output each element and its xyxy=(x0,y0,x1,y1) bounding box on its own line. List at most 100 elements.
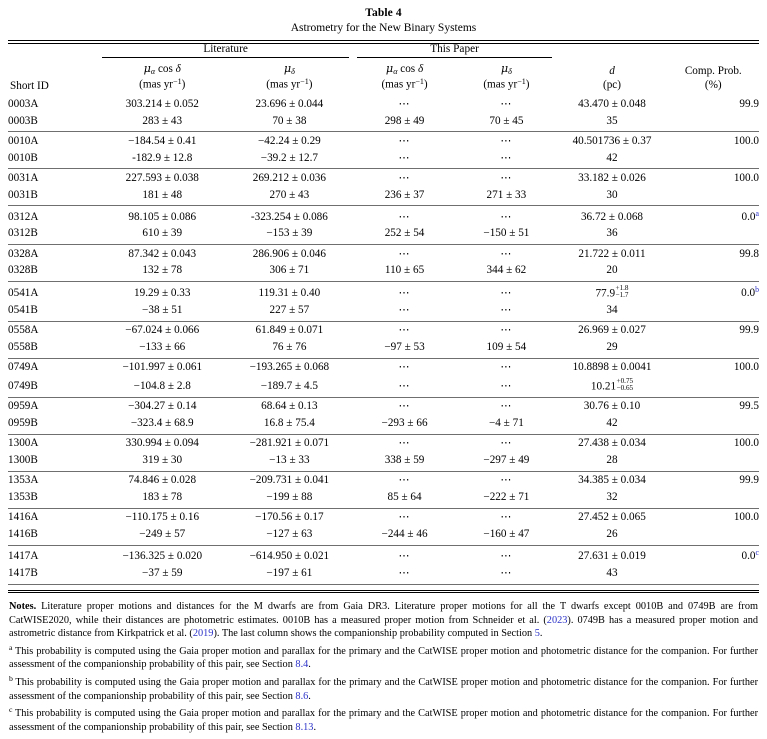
cell-short-id: 0031B xyxy=(8,188,38,201)
notes-main-part1: Literature proper motions and distances … xyxy=(9,600,758,626)
group-separator xyxy=(8,396,759,398)
cell-comp-prob xyxy=(668,227,759,244)
cell-new-pmra: ⋯ xyxy=(398,287,411,300)
notes-main: Notes. Literature proper motions and dis… xyxy=(9,600,758,641)
group-header-this-paper: This Paper xyxy=(430,43,479,56)
header-spacer-prob xyxy=(668,43,759,58)
cell-short-id: 0328B xyxy=(8,264,38,277)
table-head: Short ID Literature This Paper μα cos δ … xyxy=(8,43,759,95)
cell-lit-pmra: −37 ± 59 xyxy=(142,566,183,579)
cell-comp-prob xyxy=(668,566,759,583)
cell-lit-pmdec: −153 ± 39 xyxy=(266,227,313,240)
cell-short-id: 0003B xyxy=(8,114,38,127)
cell-short-id: 0749B xyxy=(8,380,38,393)
cell-comp-prob: 100.0 xyxy=(733,511,759,524)
cell-new-pmra: ⋯ xyxy=(398,172,411,185)
cell-distance: 34 xyxy=(606,303,618,316)
cell-short-id: 1417A xyxy=(8,550,39,563)
cell-new-pmra: ⋯ xyxy=(398,380,411,393)
cell-distance: 43.470 ± 0.048 xyxy=(578,98,646,111)
column-header-row: μα cos δ (mas yr−1) μδ (mas yr−1) μα cos… xyxy=(8,58,759,95)
cell-new-pmdec: −160 ± 47 xyxy=(483,527,530,540)
cell-comp-prob xyxy=(668,527,759,544)
footnote-link[interactable]: 8.4 xyxy=(295,659,309,671)
cell-lit-pmdec: 269.212 ± 0.036 xyxy=(252,172,326,185)
cell-short-id: 1416A xyxy=(8,511,39,524)
cell-new-pmdec: ⋯ xyxy=(500,135,513,148)
footnote-marker: b xyxy=(9,673,13,683)
group-header-literature: Literature xyxy=(203,43,248,56)
header-lit-pmdec: μδ (mas yr−1) xyxy=(266,62,313,92)
notes-link-section5[interactable]: 5 xyxy=(534,628,540,640)
cell-distance: 36 xyxy=(606,227,618,240)
cell-comp-prob xyxy=(668,416,759,433)
table-caption: Table 4 Astrometry for the New Binary Sy… xyxy=(8,6,759,35)
table-row: 0541B −38 ± 51 227 ± 57 ⋯ ⋯ 34 xyxy=(8,303,759,320)
table-row: 0959A −304.27 ± 0.14 68.64 ± 0.13 ⋯ ⋯ 30.76 ±… xyxy=(8,398,759,417)
cell-lit-pmdec: 306 ± 71 xyxy=(269,264,310,277)
group-separator xyxy=(8,131,759,133)
cell-lit-pmdec: −170.56 ± 0.17 xyxy=(255,511,324,524)
cell-new-pmra: ⋯ xyxy=(398,550,411,563)
footnote-text: This probability is computed using the G… xyxy=(9,707,758,733)
cell-lit-pmra: 98.105 ± 0.086 xyxy=(128,210,197,223)
cell-short-id: 0558A xyxy=(8,324,39,337)
cell-new-pmdec: ⋯ xyxy=(500,98,513,111)
notes-link-schneider[interactable]: 2023 xyxy=(546,614,568,626)
notes-main-part3: ). The last column shows the companionsh… xyxy=(213,628,535,640)
cell-lit-pmdec: 76 ± 76 xyxy=(272,340,307,353)
cell-new-pmdec: ⋯ xyxy=(500,566,513,579)
cell-comp-prob: 100.0 xyxy=(733,437,759,450)
cell-new-pmra: 252 ± 54 xyxy=(384,227,425,240)
cell-lit-pmdec: 270 ± 43 xyxy=(269,188,310,201)
cell-new-pmra: ⋯ xyxy=(398,474,411,487)
table-row: 1300A 330.994 ± 0.094 −281.921 ± 0.071 ⋯ ⋯ 27… xyxy=(8,435,759,454)
footnote-link[interactable]: 8.6 xyxy=(295,690,309,702)
cell-lit-pmdec: 23.696 ± 0.044 xyxy=(255,98,324,111)
cell-short-id: 0959B xyxy=(8,417,38,430)
cell-new-pmdec: ⋯ xyxy=(500,550,513,563)
cell-short-id: 0541B xyxy=(8,303,38,316)
cell-lit-pmdec: −39.2 ± 12.7 xyxy=(260,151,318,164)
cell-distance: 77.9 +1.8 −1.7 xyxy=(595,283,629,300)
header-comp-prob-label: Comp. Prob. xyxy=(684,64,742,77)
cell-lit-pmdec: 16.8 ± 75.4 xyxy=(263,417,315,430)
footnote-link[interactable]: 8.13 xyxy=(295,721,314,733)
cell-new-pmra: ⋯ xyxy=(398,511,411,524)
cell-short-id: 0312B xyxy=(8,227,38,240)
cell-comp-prob: 99.9 xyxy=(739,474,759,487)
cell-short-id: 1353A xyxy=(8,474,39,487)
cell-new-pmra: 236 ± 37 xyxy=(384,188,425,201)
table-row: 0749B −104.8 ± 2.8 −189.7 ± 4.5 ⋯ ⋯ 10.21 +0.7… xyxy=(8,377,759,397)
table-row: 1417B −37 ± 59 −197 ± 61 ⋯ ⋯ 43 xyxy=(8,566,759,583)
cell-lit-pmra: 319 ± 30 xyxy=(142,454,183,466)
cell-distance: 21.722 ± 0.011 xyxy=(578,247,646,260)
table-row: 0959B −323.4 ± 68.9 16.8 ± 75.4 −293 ± 66 −4… xyxy=(8,416,759,433)
cell-distance: 26 xyxy=(606,527,618,540)
notes-link-kirkpatrick[interactable]: 2019 xyxy=(192,628,214,640)
cell-new-pmra: ⋯ xyxy=(398,98,411,111)
cell-new-pmra: ⋯ xyxy=(398,247,411,260)
notes-main-part4: . xyxy=(539,628,543,640)
cell-new-pmdec: ⋯ xyxy=(500,511,513,524)
footnote-marker: a xyxy=(9,642,13,652)
cell-lit-pmdec: 119.31 ± 0.40 xyxy=(258,287,321,300)
cell-lit-pmdec: 61.849 ± 0.071 xyxy=(255,324,324,337)
cell-lit-pmra: −136.325 ± 0.020 xyxy=(122,550,203,563)
astrometry-table: Short ID Literature This Paper μα cos δ … xyxy=(8,43,759,585)
table-row: 1416A −110.175 ± 0.16 −170.56 ± 0.17 ⋯ ⋯ 27.4… xyxy=(8,509,759,528)
cell-lit-pmra: 183 ± 78 xyxy=(142,490,183,503)
cell-lit-pmdec: −281.921 ± 0.071 xyxy=(249,437,330,450)
table-row: 0003A 303.214 ± 0.052 23.696 ± 0.044 ⋯ ⋯ 43.4… xyxy=(8,95,759,114)
header-new-pmra: μα cos δ (mas yr−1) xyxy=(381,62,428,92)
footnote-item: b This probability is computed using the … xyxy=(9,674,758,704)
cell-new-pmra: 85 ± 64 xyxy=(387,490,422,503)
group-separator xyxy=(8,205,759,207)
cell-comp-prob xyxy=(668,303,759,320)
cell-new-pmra: ⋯ xyxy=(398,151,411,164)
cell-comp-prob xyxy=(668,114,759,131)
cell-short-id: 1353B xyxy=(8,490,38,503)
cell-new-pmdec: −297 ± 49 xyxy=(483,454,530,466)
footnote-item: a This probability is computed using the … xyxy=(9,643,758,673)
